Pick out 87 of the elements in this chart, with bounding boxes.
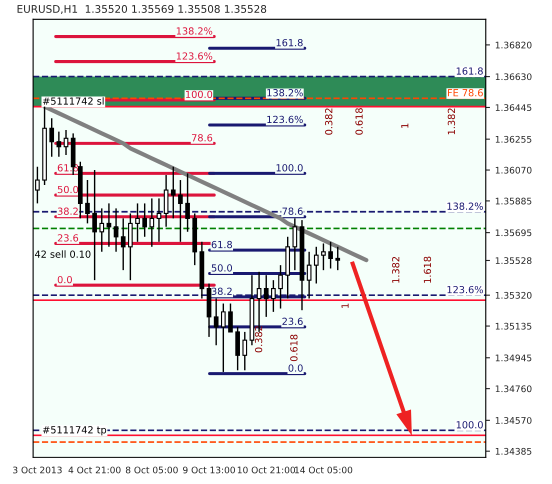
- candlestick: [135, 202, 140, 242]
- annotation: 138.2%: [267, 89, 303, 96]
- annotation: #5111742 tp: [42, 426, 106, 436]
- candlestick: [228, 302, 233, 333]
- y-tick-label: 1.34570: [496, 417, 532, 424]
- y-tick-label: 1.34945: [496, 354, 532, 362]
- candlestick: [178, 179, 183, 242]
- annotation: 38.2: [58, 208, 78, 215]
- annotation: 0.618: [355, 108, 363, 135]
- annotation: 100.0: [456, 421, 483, 428]
- annotation: #5111742 sl: [42, 97, 104, 105]
- candlestick: [164, 174, 168, 228]
- annotation: 78.6: [282, 208, 303, 215]
- x-tick-label: 9 Oct 13:00: [183, 466, 235, 474]
- candlestick: [156, 198, 162, 242]
- candlestick: [235, 326, 240, 371]
- annotation: FE 78.6: [448, 89, 483, 96]
- candlestick: [242, 331, 248, 371]
- candlestick: [106, 202, 112, 248]
- annotation: 1.618: [424, 256, 432, 283]
- candlestick: [214, 298, 219, 346]
- candlestick: [114, 208, 118, 252]
- candlestick: [185, 172, 190, 232]
- annotation: 138.2%: [176, 27, 212, 35]
- y-tick-label: 1.34385: [496, 448, 532, 455]
- x-tick-label: 8 Oct 05:00: [126, 466, 178, 474]
- annotation: 1.382: [392, 256, 400, 283]
- annotation: 50.0: [212, 264, 232, 272]
- candlestick: [120, 218, 126, 271]
- annotation: 123.6%: [176, 52, 212, 60]
- x-tick-label: 14 Oct 05:00: [295, 466, 352, 474]
- annotation: 100.0: [186, 90, 212, 98]
- annotation: 0.382: [325, 108, 332, 135]
- candlestick: [278, 264, 283, 310]
- y-tick-label: 1.36445: [496, 104, 532, 112]
- y-tick-label: 1.36820: [496, 42, 532, 48]
- annotation: 123.6%: [267, 116, 303, 124]
- candlestick: [128, 212, 133, 281]
- candlestick: [64, 129, 68, 156]
- annotation: 0.0: [58, 276, 72, 284]
- candlestick: [264, 274, 269, 318]
- y-tick-label: 1.35528: [496, 257, 532, 264]
- y-tick-label: 1.35885: [496, 198, 532, 204]
- y-tick-label: 1.36630: [496, 73, 532, 80]
- annotation: 161.8: [276, 38, 303, 46]
- annotation: 100.0: [276, 164, 303, 172]
- annotation: 61.8: [212, 240, 232, 248]
- x-tick-label: 4 Oct 21:00: [68, 466, 121, 474]
- annotation: 138.2%: [447, 202, 483, 210]
- y-tick-label: 1.35320: [496, 292, 532, 299]
- annotation: 123.6%: [447, 286, 483, 294]
- x-tick-label: 3 Oct 2013: [13, 466, 62, 474]
- annotation: 23.6: [282, 318, 303, 326]
- candlestick: [335, 246, 340, 271]
- candlestick: [85, 179, 90, 224]
- y-tick-label: 1.36255: [496, 136, 532, 143]
- y-tick-label: 1.34760: [496, 385, 532, 392]
- candlestick: [314, 246, 319, 284]
- annotation: 38.2: [212, 288, 232, 295]
- x-tick-label: 10 Oct 21:00: [238, 466, 296, 474]
- chart-title: EURUSD,H1 1.35520 1.35569 1.35508 1.35528: [18, 5, 266, 14]
- annotation: 50.0: [58, 186, 78, 194]
- candlestick: [328, 241, 333, 270]
- annotation: 23.6: [58, 234, 78, 242]
- y-tick-label: 1.36070: [496, 166, 532, 174]
- candlestick: [170, 166, 176, 220]
- annotation: 42 sell 0.10: [34, 250, 90, 258]
- annotation: 161.8: [456, 67, 483, 75]
- y-tick-label: 1.35695: [496, 229, 532, 236]
- annotation: 78.6: [192, 134, 212, 142]
- annotation: 1.382: [448, 108, 456, 134]
- candlestick: [99, 208, 104, 252]
- annotation: 1: [341, 304, 349, 308]
- annotation: 0.382: [254, 326, 262, 352]
- annotation: 0.0: [288, 364, 303, 372]
- y-tick-label: 1.35135: [496, 322, 532, 330]
- candlestick: [220, 302, 226, 373]
- candlestick: [149, 198, 154, 248]
- candlestick: [321, 242, 326, 271]
- candlestick: [49, 118, 54, 158]
- candlestick: [306, 251, 312, 300]
- candlestick: [92, 169, 97, 281]
- annotation: 0.618: [290, 334, 298, 362]
- candlestick: [271, 279, 276, 313]
- annotation: 1: [401, 124, 408, 128]
- candlestick: [56, 130, 62, 158]
- candlestick: [142, 202, 148, 238]
